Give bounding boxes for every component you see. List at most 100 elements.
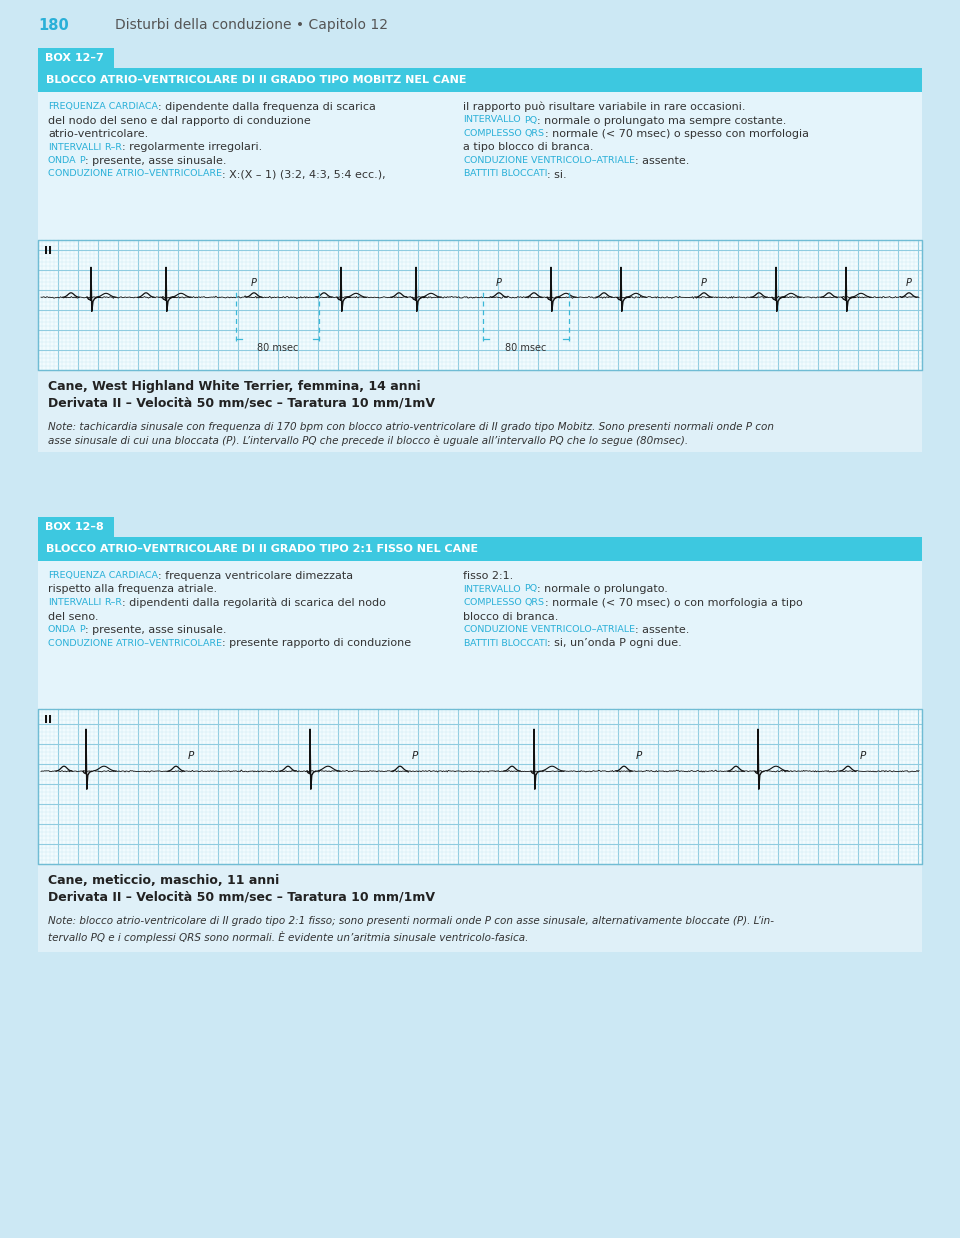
Text: I: I [464,115,467,125]
Text: Note: blocco atrio-ventricolare di II grado tipo 2:1 fisso; sono presenti normal: Note: blocco atrio-ventricolare di II gr… [48,916,774,926]
Text: B: B [464,639,469,647]
Text: R–R: R–R [104,142,122,151]
Bar [38,517,114,537]
Text: PQ: PQ [524,584,537,593]
Text: P: P [636,751,642,761]
Bar [38,48,114,68]
Bar [38,240,922,370]
Text: : normale o prolungato ma sempre costante.: : normale o prolungato ma sempre costant… [537,115,786,125]
Text: Derivata II – Velocità 50 mm/sec – Taratura 10 mm/1mV: Derivata II – Velocità 50 mm/sec – Tarat… [48,396,435,409]
Text: C: C [464,129,470,137]
Text: ONDUZIONE ATRIO–VENTRICOLARE: ONDUZIONE ATRIO–VENTRICOLARE [55,639,222,647]
Text: P: P [701,279,707,288]
Text: : si.: : si. [547,170,567,180]
Text: O: O [48,625,56,634]
Text: P: P [79,156,84,165]
Text: ONDUZIONE ATRIO–VENTRICOLARE: ONDUZIONE ATRIO–VENTRICOLARE [55,170,222,178]
Text: a tipo blocco di branca.: a tipo blocco di branca. [464,142,594,152]
Text: PQ: PQ [524,115,537,125]
Text: : normale o prolungato.: : normale o prolungato. [537,584,668,594]
Text: : dipendenti dalla regolarità di scarica del nodo: : dipendenti dalla regolarità di scarica… [122,598,386,609]
Text: P: P [412,751,419,761]
Bar [38,412,922,452]
Text: P: P [906,279,912,288]
Text: Note: tachicardia sinusale con frequenza di 170 bpm con blocco atrio-ventricolar: Note: tachicardia sinusale con frequenza… [48,422,774,432]
Text: rispetto alla frequenza atriale.: rispetto alla frequenza atriale. [48,584,217,594]
Text: F: F [48,571,54,579]
Bar [38,709,922,864]
Text: tervallo PQ e i complessi QRS sono normali. È evidente un’aritmia sinusale ventr: tervallo PQ e i complessi QRS sono norma… [48,931,528,943]
Bar [38,370,922,412]
Text: BOX 12–8: BOX 12–8 [45,522,104,532]
Text: F: F [48,102,54,111]
Text: 80 msec: 80 msec [505,343,546,353]
Text: Cane, meticcio, maschio, 11 anni: Cane, meticcio, maschio, 11 anni [48,874,279,886]
Text: BLOCCO ATRIO–VENTRICOLARE DI II GRADO TIPO 2:1 FISSO NEL CANE: BLOCCO ATRIO–VENTRICOLARE DI II GRADO TI… [46,543,478,553]
Bar [38,864,922,906]
Text: atrio-ventricolare.: atrio-ventricolare. [48,129,148,139]
Bar [38,68,922,92]
Text: II: II [44,246,52,256]
Text: B: B [464,170,469,178]
Text: del seno.: del seno. [48,612,99,621]
Text: R–R: R–R [104,598,122,607]
Text: NTERVALLI: NTERVALLI [51,142,104,151]
Text: : normale (< 70 msec) o con morfologia a tipo: : normale (< 70 msec) o con morfologia a… [545,598,803,608]
Text: NDA: NDA [56,156,79,165]
Text: I: I [48,142,51,151]
Text: ATTITI BLOCCATI: ATTITI BLOCCATI [469,639,547,647]
Text: OMPLESSO: OMPLESSO [470,129,525,137]
Text: P: P [496,279,502,288]
Text: NTERVALLO: NTERVALLO [467,584,524,593]
Text: C: C [464,625,470,634]
Text: P: P [860,751,866,761]
Text: : assente.: : assente. [636,156,689,166]
Text: I: I [464,584,467,593]
Text: QRS: QRS [525,598,545,607]
Text: NDA: NDA [56,625,79,634]
Text: BLOCCO ATRIO–VENTRICOLARE DI II GRADO TIPO MOBITZ NEL CANE: BLOCCO ATRIO–VENTRICOLARE DI II GRADO TI… [46,76,467,85]
Text: Disturbi della conduzione • Capitolo 12: Disturbi della conduzione • Capitolo 12 [115,19,388,32]
Bar [38,537,922,561]
Text: BOX 12–7: BOX 12–7 [45,53,104,63]
Text: : dipendente dalla frequenza di scarica: : dipendente dalla frequenza di scarica [158,102,376,111]
Text: REQUENZA CARDIACA: REQUENZA CARDIACA [54,102,158,111]
Text: 180: 180 [38,19,69,33]
Text: : si, un’onda P ogni due.: : si, un’onda P ogni due. [547,639,683,649]
Text: OMPLESSO: OMPLESSO [470,598,525,607]
Text: Cane, West Highland White Terrier, femmina, 14 anni: Cane, West Highland White Terrier, femmi… [48,380,420,392]
Text: : presente rapporto di conduzione: : presente rapporto di conduzione [222,639,411,649]
Text: O: O [48,156,56,165]
Bar [38,240,922,370]
Text: ONDUZIONE VENTRICOLO–ATRIALE: ONDUZIONE VENTRICOLO–ATRIALE [470,625,636,634]
Text: del nodo del seno e dal rapporto di conduzione: del nodo del seno e dal rapporto di cond… [48,115,311,125]
Text: ATTITI BLOCCATI: ATTITI BLOCCATI [469,170,547,178]
Text: il rapporto può risultare variabile in rare occasioni.: il rapporto può risultare variabile in r… [464,102,746,113]
Text: NTERVALLO: NTERVALLO [467,115,524,125]
Text: NTERVALLI: NTERVALLI [51,598,104,607]
Text: C: C [48,170,55,178]
Text: ONDUZIONE VENTRICOLO–ATRIALE: ONDUZIONE VENTRICOLO–ATRIALE [470,156,636,165]
Text: : frequenza ventricolare dimezzata: : frequenza ventricolare dimezzata [158,571,353,581]
Text: asse sinusale di cui una bloccata (P). L’intervallo PQ che precede il blocco è u: asse sinusale di cui una bloccata (P). L… [48,436,688,447]
Text: P: P [252,279,257,288]
Text: 80 msec: 80 msec [257,343,299,353]
Text: : normale (< 70 msec) o spesso con morfologia: : normale (< 70 msec) o spesso con morfo… [545,129,809,139]
Text: P: P [188,751,194,761]
Bar [38,906,922,952]
Text: QRS: QRS [525,129,545,137]
Text: : regolarmente irregolari.: : regolarmente irregolari. [122,142,262,152]
Text: : presente, asse sinusale.: : presente, asse sinusale. [84,625,227,635]
Text: : assente.: : assente. [636,625,689,635]
Text: : presente, asse sinusale.: : presente, asse sinusale. [84,156,227,166]
Bar [38,561,922,709]
Text: C: C [464,598,470,607]
Text: C: C [464,156,470,165]
Text: REQUENZA CARDIACA: REQUENZA CARDIACA [54,571,158,579]
Text: : X:(X – 1) (3:2, 4:3, 5:4 ecc.),: : X:(X – 1) (3:2, 4:3, 5:4 ecc.), [222,170,385,180]
Bar [38,709,922,864]
Bar [38,92,922,240]
Text: C: C [48,639,55,647]
Text: Derivata II – Velocità 50 mm/sec – Taratura 10 mm/1mV: Derivata II – Velocità 50 mm/sec – Tarat… [48,890,435,903]
Text: blocco di branca.: blocco di branca. [464,612,559,621]
